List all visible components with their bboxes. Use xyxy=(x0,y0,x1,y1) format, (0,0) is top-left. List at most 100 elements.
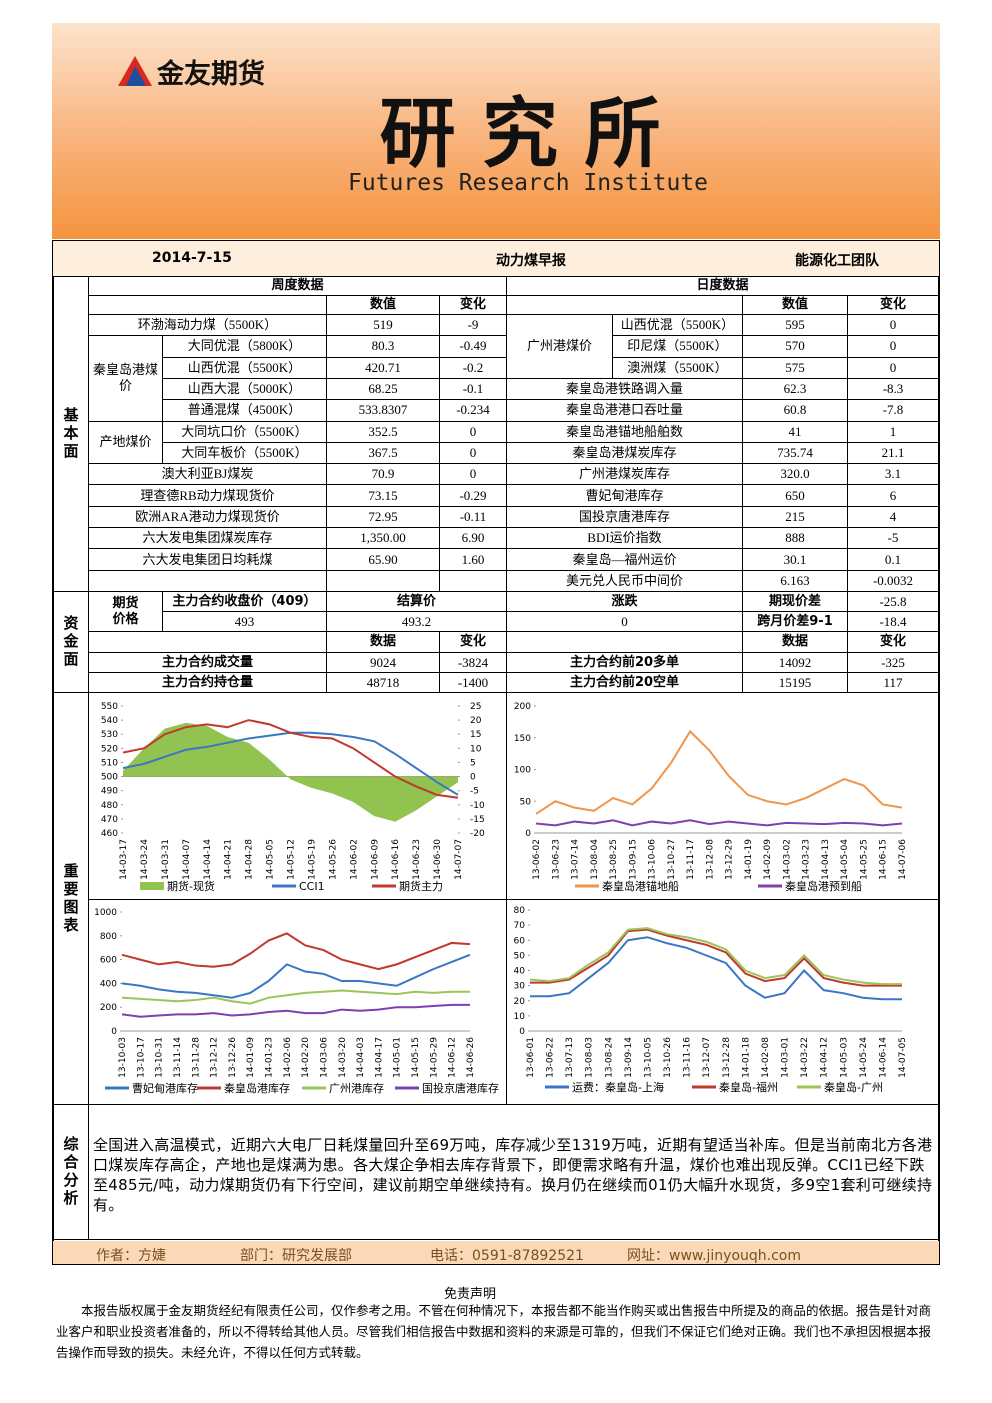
line xyxy=(535,819,903,827)
row-label: 欧洲ARA港动力煤现货价 xyxy=(89,506,327,529)
x-tick-label: 14-05-15 xyxy=(411,1037,421,1078)
row-label: 美元兑人民币中间价 xyxy=(507,570,743,592)
y-tick-label: 80 xyxy=(514,906,526,916)
table-cell: -0.29 xyxy=(440,485,507,507)
y-tick-label: 0 xyxy=(519,1027,525,1037)
column-header: 变化 xyxy=(440,296,507,315)
row-label: 大同车板价（5500K） xyxy=(163,442,327,465)
table-cell: 575 xyxy=(743,357,848,379)
info-row xyxy=(53,241,939,277)
x-tick-label: 14-02-09 xyxy=(763,839,773,880)
row-label: 六大发电集团日均耗煤 xyxy=(89,549,327,571)
analysis-box xyxy=(89,1105,939,1240)
x-tick-label: 14-05-12 xyxy=(287,839,297,880)
y2-tick-label: -20 xyxy=(470,829,485,839)
x-tick-label: 13-06-02 xyxy=(532,839,542,880)
table-cell: 420.71 xyxy=(327,357,440,379)
row-group: 秦皇岛港煤价 xyxy=(89,336,163,422)
x-tick-label: 14-06-30 xyxy=(433,839,443,880)
x-tick-label: 13-12-07 xyxy=(702,1037,712,1078)
x-tick-label: 14-05-24 xyxy=(859,1037,869,1078)
y2-tick-label: 15 xyxy=(470,730,481,740)
table-cell: -3824 xyxy=(440,653,507,673)
y-tick-label: 200 xyxy=(100,1003,117,1013)
table-cell: -0.11 xyxy=(440,506,507,529)
empty-cell xyxy=(507,296,743,315)
institute-title: 研 究 所 xyxy=(379,89,661,178)
x-tick-label: 14-03-31 xyxy=(161,839,171,880)
row-label: 国投京唐港库存 xyxy=(507,506,743,529)
x-tick-label: 13-11-17 xyxy=(686,839,696,880)
y-tick-label: 10 xyxy=(514,1012,526,1022)
y-tick-label: 530 xyxy=(101,730,118,740)
column-header: 涨跌 xyxy=(507,592,743,612)
x-tick-label: 14-05-05 xyxy=(266,839,276,880)
x-tick-label: 13-12-12 xyxy=(210,1037,220,1078)
table-cell: 1.60 xyxy=(440,549,507,571)
x-tick-label: 14-02-08 xyxy=(761,1037,771,1078)
footer-phone: 电话：0591-87892521 xyxy=(430,1248,584,1264)
footer-website: 网址：www.jinyouqh.com xyxy=(627,1248,802,1264)
x-tick-label: 13-07-14 xyxy=(571,839,581,880)
table-cell: 62.3 xyxy=(743,378,848,401)
y-tick-label: 50 xyxy=(520,797,532,807)
x-tick-label: 14-02-06 xyxy=(283,1037,293,1078)
row-label: 印尼煤（5500K） xyxy=(613,336,743,358)
x-tick-label: 14-06-15 xyxy=(879,839,889,880)
y-tick-label: 70 xyxy=(514,921,526,931)
x-tick-label: 13-12-29 xyxy=(725,839,735,880)
x-tick-label: 14-06-14 xyxy=(878,1037,888,1078)
table-cell: 0 xyxy=(507,612,743,632)
x-tick-label: 14-03-20 xyxy=(338,1037,348,1078)
row-label: 大同优混（5800K） xyxy=(163,336,327,358)
x-tick-label: 14-06-16 xyxy=(391,839,401,880)
x-tick-label: 13-09-15 xyxy=(628,839,638,880)
row-group: 产地煤价 xyxy=(89,421,163,465)
row-label: 六大发电集团煤炭库存 xyxy=(89,528,327,550)
footer-row xyxy=(53,1241,939,1264)
row-label: 秦皇岛港铁路调入量 xyxy=(507,378,743,401)
report-name: 动力煤早报 xyxy=(496,253,566,269)
line xyxy=(535,729,903,815)
table-cell: 65.90 xyxy=(327,549,440,571)
legend-label: 广州港库存 xyxy=(329,1081,384,1095)
y-tick-label: 20 xyxy=(514,997,526,1007)
empty-cell xyxy=(507,632,743,653)
x-tick-label: 13-12-08 xyxy=(705,839,715,880)
table-header: 日度数据 xyxy=(507,277,939,296)
table-header: 周度数据 xyxy=(89,277,507,296)
table-cell: 595 xyxy=(743,315,848,337)
x-tick-label: 14-05-19 xyxy=(307,839,317,880)
y2-tick-label: -5 xyxy=(470,787,479,797)
legend-label: 国投京唐港库存 xyxy=(422,1081,499,1095)
table-cell: 320.0 xyxy=(743,464,848,486)
x-tick-label: 14-04-17 xyxy=(374,1037,384,1078)
row-label: 理查德RB动力煤现货价 xyxy=(89,485,327,507)
table-cell: 60.8 xyxy=(743,400,848,422)
column-header: 数据 xyxy=(743,632,848,653)
y2-tick-label: 0 xyxy=(470,773,476,783)
x-tick-label: 13-08-04 xyxy=(590,839,600,880)
column-header: 主力合约收盘价（409） xyxy=(163,592,327,612)
x-tick-label: 13-10-31 xyxy=(155,1037,165,1078)
y-tick-label: 540 xyxy=(101,716,118,726)
x-tick-label: 14-05-04 xyxy=(840,839,850,880)
x-tick-label: 14-01-18 xyxy=(741,1037,751,1078)
row-label: 跨月价差9-1 xyxy=(743,612,848,632)
line xyxy=(121,1003,470,1018)
line xyxy=(122,719,459,799)
y2-tick-label: -10 xyxy=(470,801,485,811)
section-label: 重要图表 xyxy=(53,693,89,1105)
empty-cell xyxy=(89,632,327,653)
column-header: 变化 xyxy=(440,632,507,653)
row-label: BDI运价指数 xyxy=(507,528,743,550)
table-cell: 1 xyxy=(848,421,939,443)
y-tick-label: 0 xyxy=(111,1027,117,1037)
x-tick-label: 14-01-23 xyxy=(265,1037,275,1078)
y-tick-label: 600 xyxy=(100,956,117,966)
table-cell: 519 xyxy=(327,315,440,337)
logo-icon xyxy=(118,56,152,86)
column-header: 数值 xyxy=(743,296,848,315)
legend-label: 期货-现货 xyxy=(167,879,215,893)
